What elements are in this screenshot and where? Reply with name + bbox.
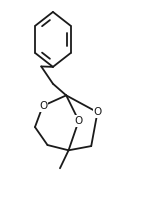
Text: O: O — [75, 116, 83, 126]
Text: O: O — [39, 101, 47, 111]
Text: O: O — [93, 107, 102, 117]
